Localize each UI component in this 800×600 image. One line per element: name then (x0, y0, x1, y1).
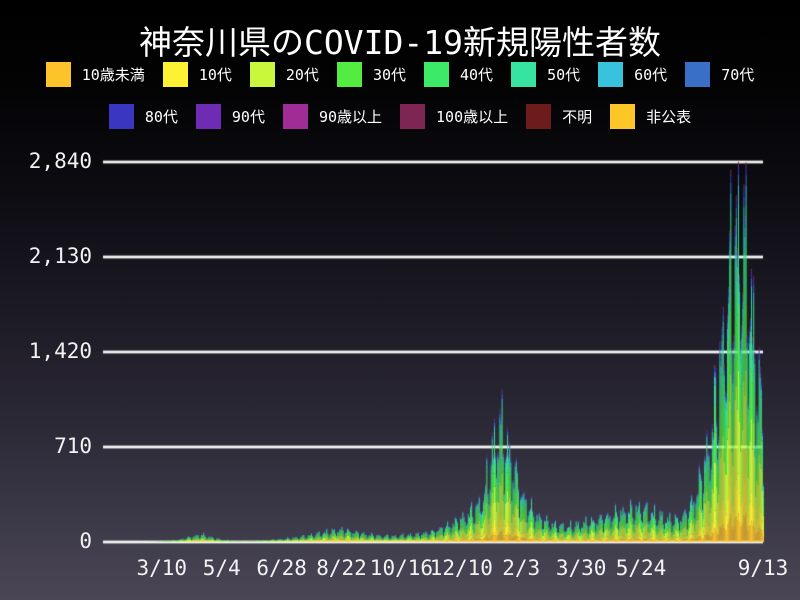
legend-swatch (424, 62, 449, 87)
y-axis-tick-label: 2,840 (28, 149, 92, 173)
legend-label: 100歳以上 (436, 108, 509, 126)
y-axis-tick-label: 0 (79, 529, 92, 553)
legend-swatch (45, 62, 71, 87)
legend-item: 40代 (424, 62, 493, 87)
legend-swatch (511, 62, 537, 87)
y-axis-tick-label: 710 (54, 434, 92, 458)
legend-label: 不明 (562, 108, 593, 126)
legend-item: 100歳以上 (400, 104, 508, 129)
legend-swatch (526, 104, 552, 129)
legend-label: 70代 (721, 66, 755, 84)
x-axis-tick-label: 2/3 (502, 556, 541, 580)
legend-swatch (400, 104, 426, 129)
x-axis-tick-label: 6/28 (256, 556, 307, 580)
legend-item: 90歳以上 (282, 104, 383, 129)
legend-swatch (610, 104, 636, 129)
legend-item: 不明 (526, 104, 592, 129)
legend-label: 90代 (231, 108, 265, 126)
legend-item: 70代 (685, 62, 754, 87)
legend-label: 50代 (547, 66, 581, 84)
legend-swatch (336, 62, 362, 87)
legend-item: 10歳未満 (45, 62, 145, 87)
legend-label: 90歳以上 (318, 108, 383, 126)
legend-swatch (282, 104, 308, 129)
legend-item: 60代 (598, 62, 667, 87)
y-axis-tick-label: 1,420 (28, 339, 92, 363)
legend-item: 30代 (336, 62, 406, 87)
legend-swatch (108, 104, 134, 129)
x-axis-tick-label: 5/4 (202, 556, 241, 580)
x-axis-tick-label: 8/22 (316, 556, 367, 580)
x-axis-tick-label: 12/10 (429, 556, 493, 580)
legend-swatch (195, 104, 221, 129)
x-axis-tick-label: 9/13 (737, 556, 789, 580)
legend-swatch (249, 62, 275, 87)
legend-swatch (162, 62, 188, 87)
legend-label: 80代 (144, 108, 178, 126)
legend-label: 10代 (198, 66, 232, 84)
x-axis-tick-label: 5/24 (615, 556, 667, 580)
chart-title: 神奈川県のCOVID-19新規陽性者数 (139, 23, 661, 62)
legend-row-2: 80代 90代 90歳以上 100歳以上 不明 非公表 (0, 104, 800, 129)
y-axis-tick-label: 2,130 (28, 244, 92, 268)
legend-swatch (598, 62, 624, 87)
legend-label: 20代 (285, 66, 319, 84)
legend-row-1: 10歳未満 10代 20代 30代 40代 50代 60代 70代 (0, 62, 800, 87)
legend-item: 90代 (195, 104, 265, 129)
legend-item: 非公表 (610, 104, 691, 129)
legend-label: 60代 (634, 66, 668, 84)
legend-swatch (685, 62, 711, 87)
legend-label: 非公表 (646, 108, 692, 126)
legend-item: 50代 (511, 62, 580, 87)
legend-item: 80代 (108, 104, 178, 129)
legend-label: 10歳未満 (81, 66, 145, 84)
legend-label: 30代 (372, 66, 406, 84)
legend-item: 10代 (162, 62, 232, 87)
x-axis-tick-label: 10/16 (369, 556, 434, 580)
legend-item: 20代 (249, 62, 319, 87)
x-axis-tick-label: 3/30 (555, 556, 607, 580)
legend-label: 40代 (460, 66, 494, 84)
x-axis-tick-label: 3/10 (136, 556, 188, 580)
